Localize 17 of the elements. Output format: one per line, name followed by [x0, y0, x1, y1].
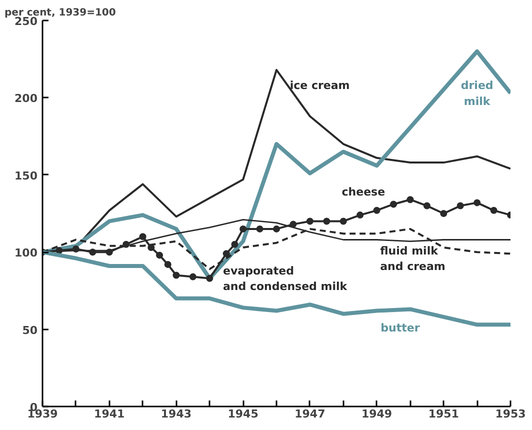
x-tick-label: 1947: [294, 408, 326, 420]
series-label: butter: [380, 322, 420, 335]
x-tick-label: 1945: [228, 408, 258, 420]
x-tick-label: 1951: [428, 408, 459, 420]
series-label: fluid milk and cream: [380, 244, 446, 273]
series-label: evaporated and condensed milk: [223, 264, 348, 294]
series-label: cheese: [342, 186, 386, 199]
y-tick-label: 200: [14, 92, 38, 106]
x-tick-label: 1943: [160, 408, 192, 420]
x-tick-label: 1953: [495, 408, 526, 420]
y-tick-label: 50: [22, 324, 38, 337]
series-label: ice cream: [290, 79, 350, 92]
x-tick-label: 1941: [94, 408, 125, 420]
x-tick-label: 1949: [361, 408, 392, 420]
series-label: dried milk: [460, 79, 494, 108]
y-tick-label: 150: [14, 169, 38, 182]
y-tick-label: 100: [14, 246, 38, 260]
